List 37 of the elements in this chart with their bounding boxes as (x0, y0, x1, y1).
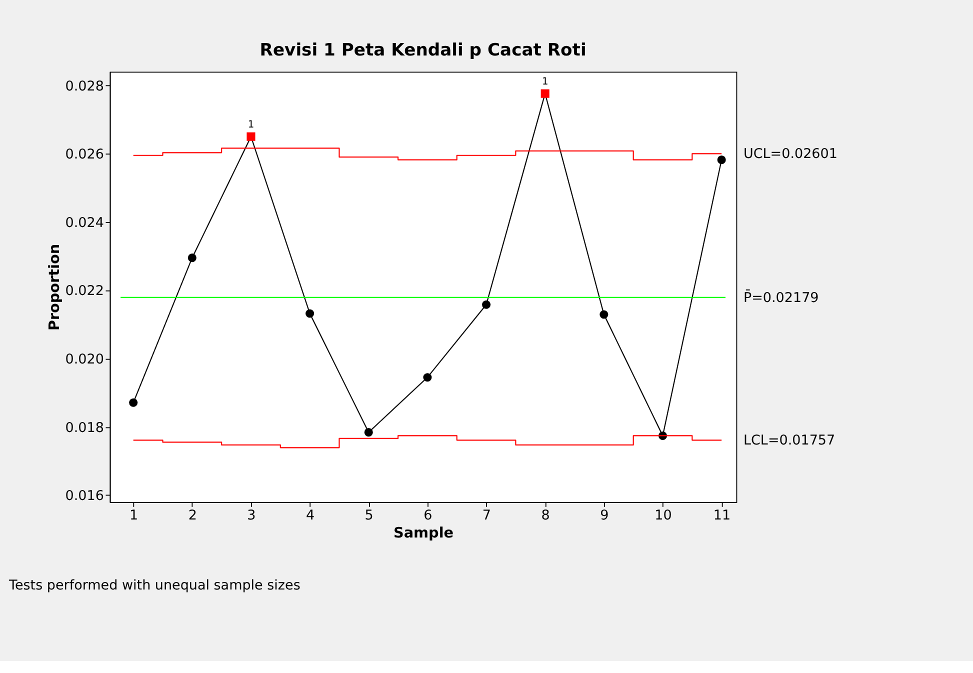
point (188, 254, 196, 262)
text: Tests performed with unequal sample sizes (8, 577, 300, 594)
y-tick-label: 0.020 (65, 352, 104, 368)
y-tick-label: 0.016 (65, 488, 104, 504)
x-tick-label: 5 (364, 508, 374, 524)
y-tick-label: 0.028 (65, 78, 104, 94)
ref-line-label: P̄=0.02179 (743, 288, 819, 306)
x-tick-label: 9 (600, 508, 609, 524)
x-tick-label: 4 (306, 508, 315, 524)
y-tick-label: 0.022 (65, 283, 104, 300)
point (246, 132, 256, 141)
point (482, 300, 491, 309)
point (364, 428, 373, 437)
point (129, 398, 138, 407)
x-tick-label: 6 (424, 508, 432, 524)
y-axis-title: Proportion (47, 244, 64, 331)
x-tick-label: 11 (713, 508, 731, 524)
point (423, 373, 432, 382)
x-tick-label: 8 (541, 508, 550, 524)
x-tick-label: 3 (247, 508, 256, 524)
y-tick-label: 0.024 (65, 214, 104, 231)
point (306, 309, 314, 318)
x-tick-label: 1 (129, 508, 138, 524)
x-tick-label: 2 (188, 508, 197, 524)
chart-title: Revisi 1 Peta Kendali p Cacat Roti (260, 40, 586, 61)
annotation: 1 (542, 76, 548, 88)
x-axis-title: Sample (393, 526, 454, 542)
y-tick-label: 0.018 (65, 420, 104, 436)
x-tick-label: 10 (654, 508, 672, 524)
y-tick-label: 0.026 (65, 146, 104, 163)
point (540, 89, 550, 98)
point (717, 156, 726, 164)
point (600, 310, 608, 319)
series-label: LCL=0.01757 (743, 432, 836, 449)
annotation: 1 (248, 120, 254, 131)
series-label: UCL=0.02601 (743, 146, 838, 162)
x-tick-label: 7 (482, 508, 492, 524)
